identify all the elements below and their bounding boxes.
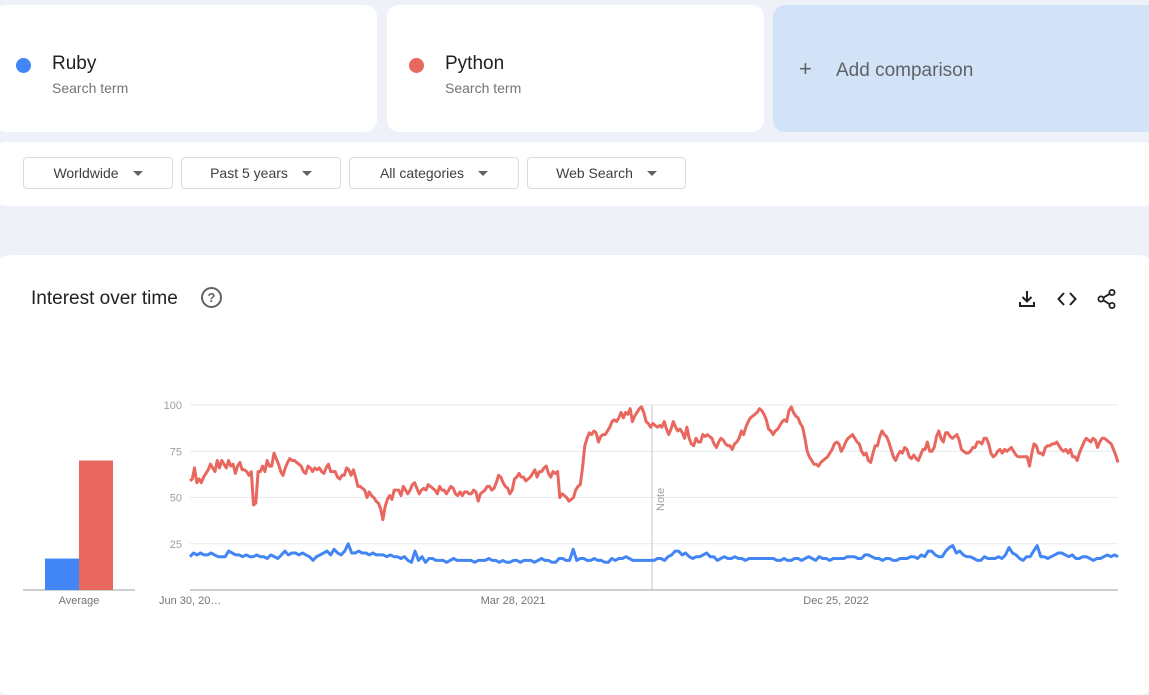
term-card-python[interactable]: Python Search term (387, 5, 764, 132)
add-comparison-label: Add comparison (836, 60, 974, 81)
caret-down-icon (132, 170, 143, 176)
interest-over-time-card: Interest over time ? (0, 255, 1149, 695)
series-color-dot (16, 58, 31, 73)
filter-time-range[interactable]: Past 5 years (181, 157, 341, 189)
filter-search-type[interactable]: Web Search (527, 157, 686, 189)
term-subtitle: Search term (52, 80, 129, 96)
term-subtitle: Search term (445, 80, 522, 96)
share-icon[interactable] (1096, 288, 1118, 310)
add-comparison-button[interactable]: + Add comparison (773, 5, 1149, 132)
filter-label: Past 5 years (210, 165, 288, 181)
filter-bar: Worldwide Past 5 years All categories We… (0, 142, 1149, 206)
caret-down-icon (301, 170, 312, 176)
caret-down-icon (478, 170, 489, 176)
term-name[interactable]: Ruby (52, 53, 97, 74)
term-card-ruby[interactable]: Ruby Search term (0, 5, 377, 132)
help-circle-icon[interactable]: ? (201, 287, 222, 308)
filter-category[interactable]: All categories (349, 157, 519, 189)
term-name[interactable]: Python (445, 53, 505, 74)
filter-label: All categories (379, 165, 465, 181)
caret-down-icon (646, 170, 657, 176)
download-icon[interactable] (1016, 288, 1038, 310)
plus-icon: + (799, 56, 812, 81)
embed-code-icon[interactable] (1056, 288, 1078, 310)
series-color-dot (409, 58, 424, 73)
filter-label: Web Search (556, 165, 633, 181)
filter-location[interactable]: Worldwide (23, 157, 173, 189)
filter-label: Worldwide (53, 165, 119, 181)
chart-title: Interest over time (31, 288, 178, 309)
